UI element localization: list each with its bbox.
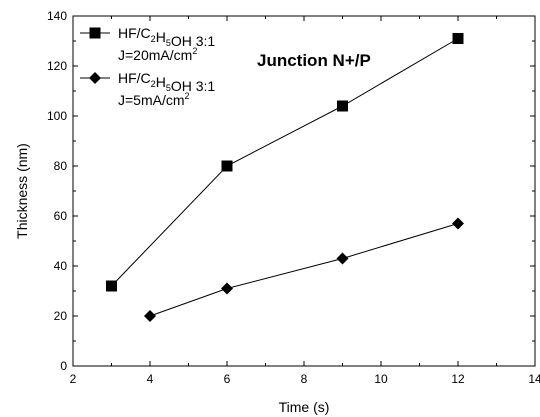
- data-point-square: [337, 100, 348, 112]
- legend-marker-diamond: [89, 72, 101, 84]
- legend-label-1: HF/C2H5OH 3:1: [118, 25, 215, 49]
- data-point-diamond: [144, 310, 156, 322]
- x-tick-label: 12: [451, 372, 465, 386]
- y-tick-label: 0: [60, 359, 67, 373]
- y-tick-label: 40: [54, 259, 68, 273]
- y-tick-label: 120: [47, 59, 67, 73]
- legend-label-1-current: J=20mA/cm2: [118, 46, 197, 63]
- legend-label-2: HF/C2H5OH 3:1: [118, 70, 215, 94]
- x-axis-ticks: 2 4 6 8 10 12 14: [70, 16, 540, 386]
- x-tick-label: 6: [224, 372, 231, 386]
- y-tick-label: 60: [54, 209, 68, 223]
- y-tick-label: 140: [47, 9, 67, 23]
- series-2: [144, 217, 464, 322]
- y-axis-ticks: 0 20 40 60 80 100 120 140: [47, 9, 535, 373]
- series-line: [149, 223, 459, 317]
- series-line: [111, 38, 459, 287]
- x-tick-label: 2: [70, 372, 77, 386]
- x-tick-label: 10: [374, 372, 388, 386]
- series-1: [106, 33, 464, 292]
- legend-label-2-current: J=5mA/cm2: [118, 91, 190, 108]
- x-tick-label: 14: [528, 372, 540, 386]
- data-point-square: [106, 280, 117, 292]
- series-layer: [106, 33, 464, 322]
- legend-marker-square: [89, 27, 101, 39]
- y-tick-label: 80: [54, 159, 68, 173]
- data-point-diamond: [221, 282, 233, 295]
- data-point-diamond: [452, 217, 464, 230]
- x-tick-label: 8: [301, 372, 308, 386]
- x-axis-title: Time (s): [279, 399, 330, 415]
- y-tick-label: 100: [47, 109, 67, 123]
- data-point-square: [452, 33, 464, 44]
- chart-annotation: Junction N+/P: [257, 51, 371, 70]
- y-tick-label: 20: [54, 309, 68, 323]
- data-point-diamond: [336, 252, 349, 265]
- data-point-square: [221, 160, 233, 172]
- x-tick-label: 4: [147, 372, 154, 386]
- y-axis-title: Thickness (nm): [14, 143, 30, 239]
